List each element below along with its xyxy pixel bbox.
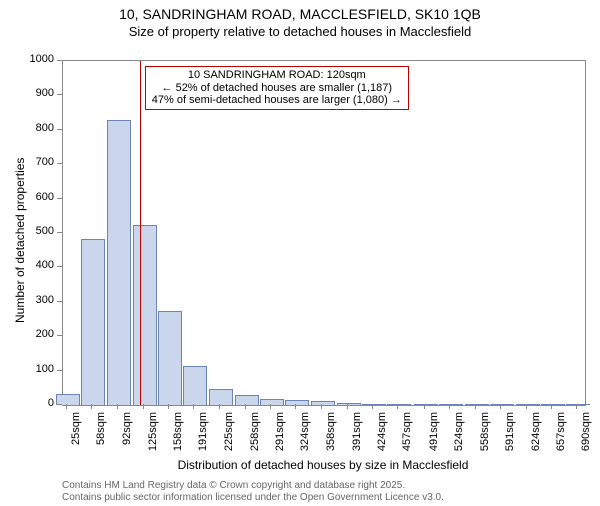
- x-tick-label: 125sqm: [147, 412, 159, 460]
- y-tick-label: 200: [24, 328, 54, 340]
- x-tick-label: 191sqm: [197, 412, 209, 460]
- annotation-line2: ← 52% of detached houses are smaller (1,…: [152, 82, 402, 95]
- chart-title-main: 10, SANDRINGHAM ROAD, MACCLESFIELD, SK10…: [0, 6, 600, 22]
- x-tick-mark: [500, 404, 501, 409]
- x-axis-label: Distribution of detached houses by size …: [62, 458, 584, 472]
- x-tick-mark: [576, 404, 577, 409]
- x-tick-label: 358sqm: [325, 412, 337, 460]
- histogram-bar: [209, 389, 233, 405]
- footer-line2: Contains public sector information licen…: [62, 492, 444, 504]
- x-tick-mark: [424, 404, 425, 409]
- x-tick-label: 624sqm: [530, 412, 542, 460]
- x-tick-label: 258sqm: [249, 412, 261, 460]
- x-tick-label: 491sqm: [428, 412, 440, 460]
- x-tick-mark: [193, 404, 194, 409]
- y-tick-label: 100: [24, 363, 54, 375]
- y-tick-label: 600: [24, 191, 54, 203]
- x-tick-label: 391sqm: [351, 412, 363, 460]
- x-tick-mark: [91, 404, 92, 409]
- x-tick-mark: [321, 404, 322, 409]
- y-tick-label: 300: [24, 294, 54, 306]
- histogram-bar: [260, 399, 284, 405]
- x-tick-label: 424sqm: [376, 412, 388, 460]
- histogram-bar: [541, 404, 565, 405]
- x-tick-label: 158sqm: [172, 412, 184, 460]
- histogram-bar: [158, 311, 182, 405]
- histogram-bar: [107, 120, 131, 405]
- x-tick-label: 690sqm: [580, 412, 592, 460]
- histogram-bar: [490, 404, 514, 405]
- y-tick-mark: [57, 370, 62, 371]
- chart-title-sub: Size of property relative to detached ho…: [0, 24, 600, 39]
- footer-line1: Contains HM Land Registry data © Crown c…: [62, 480, 444, 492]
- x-tick-mark: [295, 404, 296, 409]
- x-tick-label: 457sqm: [401, 412, 413, 460]
- histogram-bar: [414, 404, 438, 405]
- histogram-bar: [465, 404, 489, 405]
- y-tick-label: 500: [24, 225, 54, 237]
- footer-text: Contains HM Land Registry data © Crown c…: [62, 480, 444, 504]
- x-tick-mark: [372, 404, 373, 409]
- y-tick-label: 700: [24, 156, 54, 168]
- x-tick-mark: [449, 404, 450, 409]
- histogram-bar: [133, 225, 157, 405]
- marker-line: [140, 61, 141, 405]
- y-tick-label: 800: [24, 122, 54, 134]
- x-tick-mark: [526, 404, 527, 409]
- histogram-bar: [81, 239, 105, 405]
- x-tick-mark: [270, 404, 271, 409]
- x-tick-mark: [66, 404, 67, 409]
- x-tick-label: 558sqm: [479, 412, 491, 460]
- y-tick-label: 400: [24, 259, 54, 271]
- y-tick-mark: [57, 232, 62, 233]
- x-tick-label: 58sqm: [95, 412, 107, 460]
- y-tick-mark: [57, 163, 62, 164]
- x-tick-mark: [143, 404, 144, 409]
- y-tick-label: 1000: [24, 53, 54, 65]
- x-tick-label: 25sqm: [70, 412, 82, 460]
- x-tick-mark: [347, 404, 348, 409]
- histogram-bar: [285, 400, 309, 405]
- y-tick-label: 0: [24, 397, 54, 409]
- y-tick-mark: [57, 94, 62, 95]
- histogram-bar: [311, 401, 335, 405]
- annotation-line1: 10 SANDRINGHAM ROAD: 120sqm: [152, 69, 402, 82]
- y-tick-label: 900: [24, 87, 54, 99]
- histogram-bar: [362, 404, 386, 405]
- y-tick-mark: [57, 266, 62, 267]
- y-tick-mark: [57, 335, 62, 336]
- x-tick-mark: [397, 404, 398, 409]
- histogram-bar: [337, 403, 361, 405]
- x-tick-mark: [551, 404, 552, 409]
- annotation-line3: 47% of semi-detached houses are larger (…: [152, 94, 402, 107]
- y-tick-mark: [57, 404, 62, 405]
- histogram-bar: [566, 404, 590, 405]
- y-tick-mark: [57, 301, 62, 302]
- y-tick-mark: [57, 60, 62, 61]
- x-tick-label: 225sqm: [223, 412, 235, 460]
- histogram-bar: [516, 404, 540, 405]
- x-tick-label: 92sqm: [121, 412, 133, 460]
- x-tick-mark: [168, 404, 169, 409]
- x-tick-mark: [117, 404, 118, 409]
- chart-container: 10, SANDRINGHAM ROAD, MACCLESFIELD, SK10…: [0, 6, 600, 506]
- x-tick-mark: [475, 404, 476, 409]
- x-tick-label: 524sqm: [453, 412, 465, 460]
- histogram-bar: [183, 366, 207, 405]
- histogram-bar: [387, 404, 411, 405]
- x-tick-label: 591sqm: [504, 412, 516, 460]
- histogram-bar: [439, 404, 463, 405]
- plot-area: [62, 60, 586, 406]
- x-tick-label: 657sqm: [555, 412, 567, 460]
- x-tick-mark: [245, 404, 246, 409]
- x-tick-mark: [219, 404, 220, 409]
- annotation-box: 10 SANDRINGHAM ROAD: 120sqm ← 52% of det…: [145, 66, 409, 110]
- y-tick-mark: [57, 198, 62, 199]
- x-tick-label: 324sqm: [299, 412, 311, 460]
- y-tick-mark: [57, 129, 62, 130]
- x-tick-label: 291sqm: [274, 412, 286, 460]
- histogram-bar: [235, 395, 259, 405]
